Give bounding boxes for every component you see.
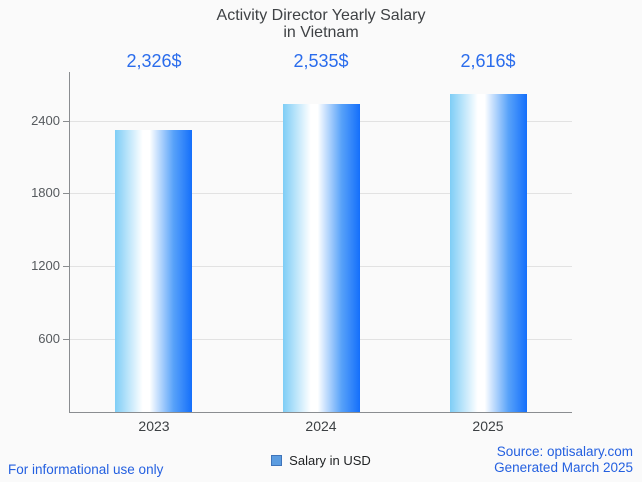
- bar-2023[interactable]: [115, 130, 192, 412]
- generated-date: Generated March 2025: [494, 459, 633, 475]
- y-axis-label-1800: 1800: [31, 185, 60, 200]
- y-axis-tick-600: [63, 339, 70, 340]
- disclaimer-text: For informational use only: [8, 462, 164, 477]
- source-block: Source: optisalary.com Generated March 2…: [494, 444, 633, 475]
- y-axis-tick-2400: [63, 121, 70, 122]
- legend-label: Salary in USD: [289, 453, 371, 468]
- chart-title-line-2: in Vietnam: [283, 24, 359, 41]
- chart-title: Activity Director Yearly Salary in Vietn…: [0, 7, 642, 41]
- chart-legend[interactable]: Salary in USD: [0, 453, 642, 468]
- bar-2024[interactable]: [283, 104, 360, 412]
- legend-swatch-icon: [271, 455, 283, 466]
- y-axis-label-2400: 2400: [31, 113, 60, 128]
- y-axis-tick-1800: [63, 193, 70, 194]
- value-label-2024: 2,535$: [293, 51, 349, 71]
- y-axis-label-600: 600: [38, 331, 60, 346]
- source-link[interactable]: Source: optisalary.com: [496, 444, 633, 459]
- x-axis-label-2025: 2025: [472, 418, 504, 434]
- y-axis-label-1200: 1200: [31, 258, 60, 273]
- chart-title-line-1: Activity Director Yearly Salary: [216, 7, 426, 24]
- value-label-2023: 2,326$: [126, 51, 182, 71]
- bar-2025[interactable]: [450, 94, 527, 412]
- x-axis-line: [69, 412, 572, 413]
- y-axis-tick-1200: [63, 266, 70, 267]
- x-axis-label-2023: 2023: [138, 418, 170, 434]
- x-axis-label-2024: 2024: [305, 418, 337, 434]
- value-label-2025: 2,616$: [460, 51, 516, 71]
- y-axis-line: [69, 72, 70, 413]
